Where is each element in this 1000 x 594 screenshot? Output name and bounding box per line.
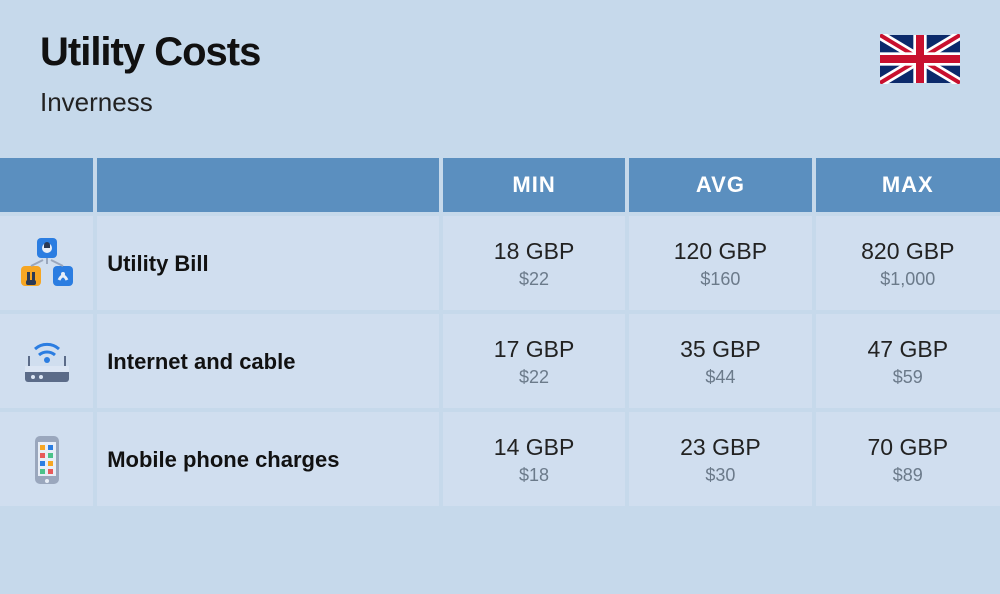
value-secondary: $18 — [453, 465, 615, 486]
cell-max: 70 GBP $89 — [814, 410, 1000, 506]
value-secondary: $22 — [453, 367, 615, 388]
value-primary: 820 GBP — [826, 238, 990, 265]
value-primary: 17 GBP — [453, 336, 615, 363]
cell-min: 17 GBP $22 — [441, 312, 627, 410]
cell-avg: 120 GBP $160 — [627, 214, 813, 312]
value-primary: 35 GBP — [639, 336, 801, 363]
value-primary: 14 GBP — [453, 434, 615, 461]
value-secondary: $22 — [453, 269, 615, 290]
phone-icon — [10, 432, 83, 488]
cell-max: 47 GBP $59 — [814, 312, 1000, 410]
table-row: Internet and cable 17 GBP $22 35 GBP $44… — [0, 312, 1000, 410]
row-label: Internet and cable — [107, 349, 295, 374]
page-subtitle: Inverness — [40, 87, 260, 118]
row-label: Utility Bill — [107, 251, 208, 276]
value-secondary: $59 — [826, 367, 990, 388]
value-primary: 23 GBP — [639, 434, 801, 461]
cost-table: MIN AVG MAX — [0, 158, 1000, 506]
uk-flag-icon — [880, 30, 960, 89]
utility-icon — [10, 236, 83, 292]
cell-icon — [0, 214, 95, 312]
table-row: Utility Bill 18 GBP $22 120 GBP $160 820… — [0, 214, 1000, 312]
table-header-row: MIN AVG MAX — [0, 158, 1000, 214]
col-header-min: MIN — [441, 158, 627, 214]
value-primary: 47 GBP — [826, 336, 990, 363]
value-secondary: $1,000 — [826, 269, 990, 290]
value-secondary: $30 — [639, 465, 801, 486]
table-row: Mobile phone charges 14 GBP $18 23 GBP $… — [0, 410, 1000, 506]
cell-min: 18 GBP $22 — [441, 214, 627, 312]
cell-avg: 35 GBP $44 — [627, 312, 813, 410]
header-text: Utility Costs Inverness — [40, 30, 260, 118]
value-primary: 18 GBP — [453, 238, 615, 265]
cell-avg: 23 GBP $30 — [627, 410, 813, 506]
cell-label: Internet and cable — [95, 312, 441, 410]
page-title: Utility Costs — [40, 30, 260, 75]
cell-label: Utility Bill — [95, 214, 441, 312]
value-secondary: $44 — [639, 367, 801, 388]
col-header-avg: AVG — [627, 158, 813, 214]
cell-min: 14 GBP $18 — [441, 410, 627, 506]
cell-label: Mobile phone charges — [95, 410, 441, 506]
value-secondary: $89 — [826, 465, 990, 486]
cell-icon — [0, 312, 95, 410]
row-label: Mobile phone charges — [107, 447, 339, 472]
col-header-label — [95, 158, 441, 214]
cell-max: 820 GBP $1,000 — [814, 214, 1000, 312]
router-icon — [10, 334, 83, 390]
col-header-icon — [0, 158, 95, 214]
value-primary: 120 GBP — [639, 238, 801, 265]
value-primary: 70 GBP — [826, 434, 990, 461]
cell-icon — [0, 410, 95, 506]
col-header-max: MAX — [814, 158, 1000, 214]
value-secondary: $160 — [639, 269, 801, 290]
header: Utility Costs Inverness — [0, 0, 1000, 138]
